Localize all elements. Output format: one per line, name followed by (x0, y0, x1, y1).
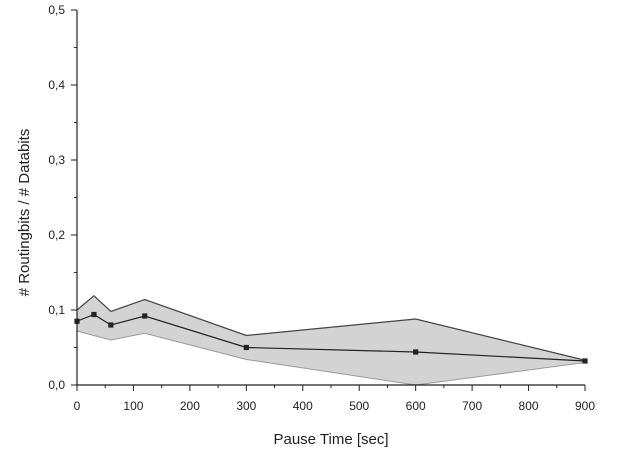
x-tick-label: 100 (123, 399, 143, 413)
ticks-layer: 0 100 200 300 400 500 600 700 800 900 0,0 0,1 0,2 0,3… (48, 3, 595, 413)
band-upper-line (76, 294, 586, 361)
x-axis-title: Pause Time [sec] (273, 431, 388, 448)
y-tick-label: 0,4 (48, 78, 65, 92)
series-point (582, 358, 588, 364)
band-area (77, 295, 585, 385)
x-tick-label: 0 (74, 399, 81, 413)
x-tick-label: 500 (349, 399, 369, 413)
y-tick-label: 0,5 (48, 3, 65, 17)
x-tick-label: 300 (236, 399, 256, 413)
series-point (142, 313, 148, 319)
series-layer (74, 311, 588, 364)
x-tick-label: 900 (575, 399, 595, 413)
confidence-band-layer (76, 294, 586, 386)
series-point (243, 344, 249, 351)
x-tick-label: 800 (519, 399, 539, 413)
series-point (108, 322, 114, 328)
y-tick-label: 0,1 (48, 303, 65, 317)
series-point (413, 349, 419, 355)
x-tick-label: 700 (462, 399, 482, 413)
series-point (91, 311, 97, 318)
y-tick-label: 0,3 (48, 153, 65, 167)
x-tick-label: 200 (180, 399, 200, 413)
x-tick-label: 600 (406, 399, 426, 413)
x-tick-label: 400 (293, 399, 313, 413)
y-axis-title: # Routingbits / # Databits (16, 129, 33, 297)
y-tick-label: 0,2 (48, 228, 65, 242)
y-tick-label: 0,0 (48, 378, 65, 392)
series-point (74, 318, 80, 324)
